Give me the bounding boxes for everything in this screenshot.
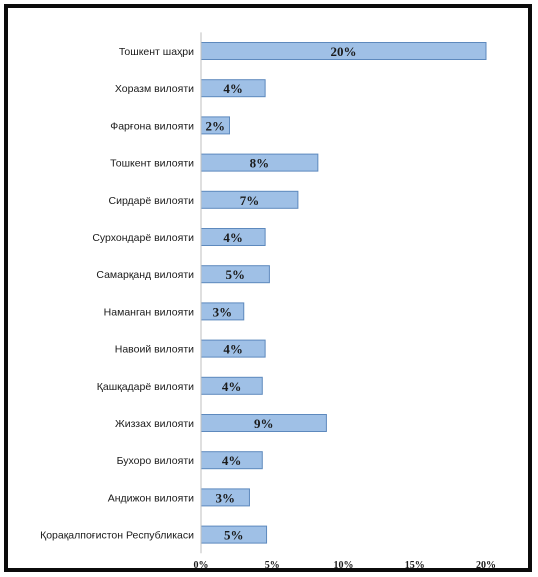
category-label: Сурхондарё вилояти [92, 232, 194, 244]
data-label: 4% [223, 342, 243, 357]
category-labels: Тошкент шаҳри Хоразм вилояти Фарғона вилоя… [40, 46, 194, 542]
category-label: Андижон вилояти [108, 492, 194, 504]
category-label: Фарғона вилояти [110, 120, 194, 132]
category-label: Тошкент шаҳри [119, 46, 194, 58]
x-tick-label: 15% [405, 560, 425, 568]
category-label: Наманган вилояти [104, 306, 194, 318]
data-label: 2% [206, 118, 226, 133]
data-label: 3% [215, 490, 235, 505]
data-label: 7% [240, 193, 260, 208]
bar-chart: Тошкент шаҳри Хоразм вилояти Фарғона вилоя… [40, 32, 497, 568]
data-label: 5% [224, 528, 244, 543]
category-label: Сирдарё вилояти [109, 195, 195, 207]
category-label: Самарқанд вилояти [96, 269, 194, 281]
data-label: 3% [213, 304, 233, 319]
x-tick-label: 5% [265, 560, 280, 568]
x-tick-label: 10% [334, 560, 354, 568]
category-label: Қорақалпоғистон Республикаси [40, 530, 194, 542]
data-label: 9% [254, 416, 274, 431]
x-tick-label: 20% [476, 560, 496, 568]
data-label: 4% [223, 81, 243, 96]
data-label: 4% [222, 379, 242, 394]
category-label: Хоразм вилояти [115, 83, 194, 95]
data-label: 8% [250, 156, 270, 171]
category-label: Бухоро вилояти [117, 455, 195, 467]
category-label: Тошкент вилояти [110, 158, 194, 170]
chart-frame: Тошкент шаҳри Хоразм вилояти Фарғона вилоя… [4, 4, 532, 572]
category-label: Навоий вилояти [115, 344, 194, 356]
data-label: 4% [222, 453, 242, 468]
data-label: 4% [223, 230, 243, 245]
bars-group [200, 42, 487, 544]
x-axis-ticks: 0% 5% 10% 15% 20% [194, 560, 497, 568]
category-label: Жиззах вилояти [115, 418, 194, 430]
data-label: 20% [331, 44, 357, 59]
x-tick-label: 0% [194, 560, 209, 568]
data-label: 5% [225, 267, 245, 282]
data-labels: 20% 4% 2% 8% 7% 4% 5% 3% 4% 4% 9% 4% 3% 5% [206, 44, 357, 543]
category-label: Қашқадарё вилояти [97, 381, 194, 393]
